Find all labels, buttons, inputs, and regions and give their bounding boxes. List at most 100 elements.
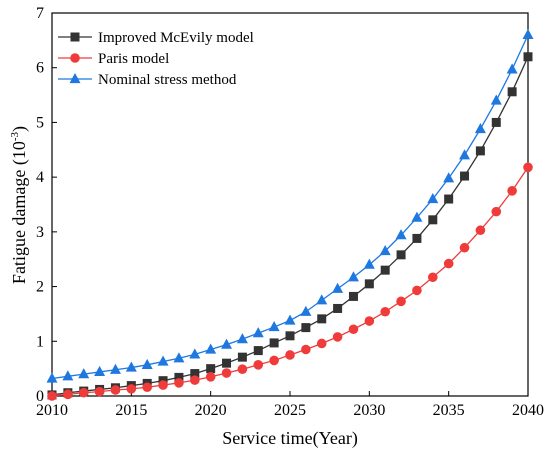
y-axis-title-superscript: -3 xyxy=(9,131,21,141)
data-point xyxy=(269,355,279,366)
data-point xyxy=(412,285,422,296)
series-0 xyxy=(47,52,533,400)
data-point xyxy=(459,242,470,253)
data-point xyxy=(522,28,534,40)
data-point xyxy=(427,193,439,204)
data-point xyxy=(47,391,57,401)
data-point xyxy=(237,352,247,362)
data-point xyxy=(141,358,153,369)
data-point xyxy=(78,368,90,379)
data-point xyxy=(174,378,184,388)
data-point xyxy=(62,370,74,381)
data-point xyxy=(348,324,359,335)
data-point xyxy=(380,306,391,317)
data-point xyxy=(142,382,152,393)
y-tick-label: 4 xyxy=(36,169,44,186)
series-layer xyxy=(46,28,534,401)
legend-marker xyxy=(70,32,80,42)
series-line xyxy=(51,166,529,397)
data-point xyxy=(491,206,502,217)
series-line xyxy=(51,56,529,396)
data-point xyxy=(443,258,454,269)
data-point xyxy=(507,186,517,196)
data-point xyxy=(205,343,217,354)
data-point xyxy=(94,386,105,397)
series-1 xyxy=(47,162,533,401)
y-axis-title-main: Fatigue damage (10 xyxy=(9,141,30,284)
data-point xyxy=(459,149,471,160)
data-point xyxy=(317,314,327,324)
legend: Improved McEvily model Paris model Nominal… xyxy=(58,30,254,88)
data-point xyxy=(268,321,280,332)
data-point xyxy=(379,245,391,256)
data-point xyxy=(285,331,295,341)
data-point xyxy=(237,364,248,374)
data-point xyxy=(222,358,232,368)
data-point xyxy=(412,233,422,243)
data-point xyxy=(364,279,374,289)
data-point xyxy=(269,338,279,348)
data-point xyxy=(236,333,248,344)
legend-marker xyxy=(69,73,81,84)
data-point xyxy=(443,172,455,183)
y-tick-label: 2 xyxy=(36,279,44,296)
y-tick-label: 5 xyxy=(36,114,44,131)
x-tick-label: 2030 xyxy=(353,402,385,419)
data-point xyxy=(506,63,518,74)
data-point xyxy=(301,344,311,355)
data-point xyxy=(316,338,327,349)
data-point xyxy=(174,372,184,382)
data-point xyxy=(474,122,486,134)
y-tick-label: 3 xyxy=(36,224,44,241)
x-tick-label: 2020 xyxy=(195,402,227,419)
data-point xyxy=(347,271,359,282)
legend-label: Nominal stress method xyxy=(98,72,237,88)
data-point xyxy=(158,380,168,390)
x-tick-label: 2035 xyxy=(433,402,465,419)
data-point xyxy=(157,355,169,366)
legend-label: Improved McEvily model xyxy=(98,30,254,46)
data-point xyxy=(253,360,264,370)
y-axis-title-close: ) xyxy=(9,126,30,132)
data-point xyxy=(332,332,343,342)
data-point xyxy=(475,146,485,156)
x-axis-title: Service time(Year) xyxy=(222,428,358,449)
data-point xyxy=(396,250,406,260)
x-tick-label: 2040 xyxy=(512,402,544,419)
y-tick-label: 1 xyxy=(36,333,44,350)
data-point xyxy=(206,364,216,374)
data-point xyxy=(173,352,185,363)
data-point xyxy=(491,117,501,127)
data-point xyxy=(363,258,375,269)
y-tick-label: 7 xyxy=(36,5,44,22)
data-point xyxy=(444,194,454,204)
y-axis-title: Fatigue damage (10-3) xyxy=(9,126,30,284)
data-point xyxy=(428,215,438,225)
data-point xyxy=(109,363,121,374)
data-point xyxy=(523,162,533,173)
data-point xyxy=(94,365,106,377)
data-point xyxy=(301,323,311,333)
data-point xyxy=(300,305,312,316)
data-point xyxy=(284,314,296,325)
legend-label: Paris model xyxy=(98,51,169,67)
data-point xyxy=(190,375,200,385)
x-tick-label: 2025 xyxy=(274,402,306,419)
data-point xyxy=(46,372,58,383)
data-point xyxy=(348,291,358,301)
x-axis-ticks: 2010 2015 2020 2025 2030 2035 2040 xyxy=(36,391,544,419)
data-point xyxy=(523,52,533,62)
data-point xyxy=(63,389,73,400)
data-point xyxy=(428,272,438,283)
data-point xyxy=(475,225,486,236)
data-point xyxy=(364,316,375,326)
data-point xyxy=(411,211,423,222)
data-point xyxy=(126,384,137,394)
data-point xyxy=(395,229,407,240)
series-2 xyxy=(46,28,534,383)
data-point xyxy=(205,372,216,382)
y-tick-label: 6 xyxy=(36,60,44,77)
data-point xyxy=(490,94,502,105)
data-point xyxy=(221,368,232,378)
data-point xyxy=(332,282,344,293)
